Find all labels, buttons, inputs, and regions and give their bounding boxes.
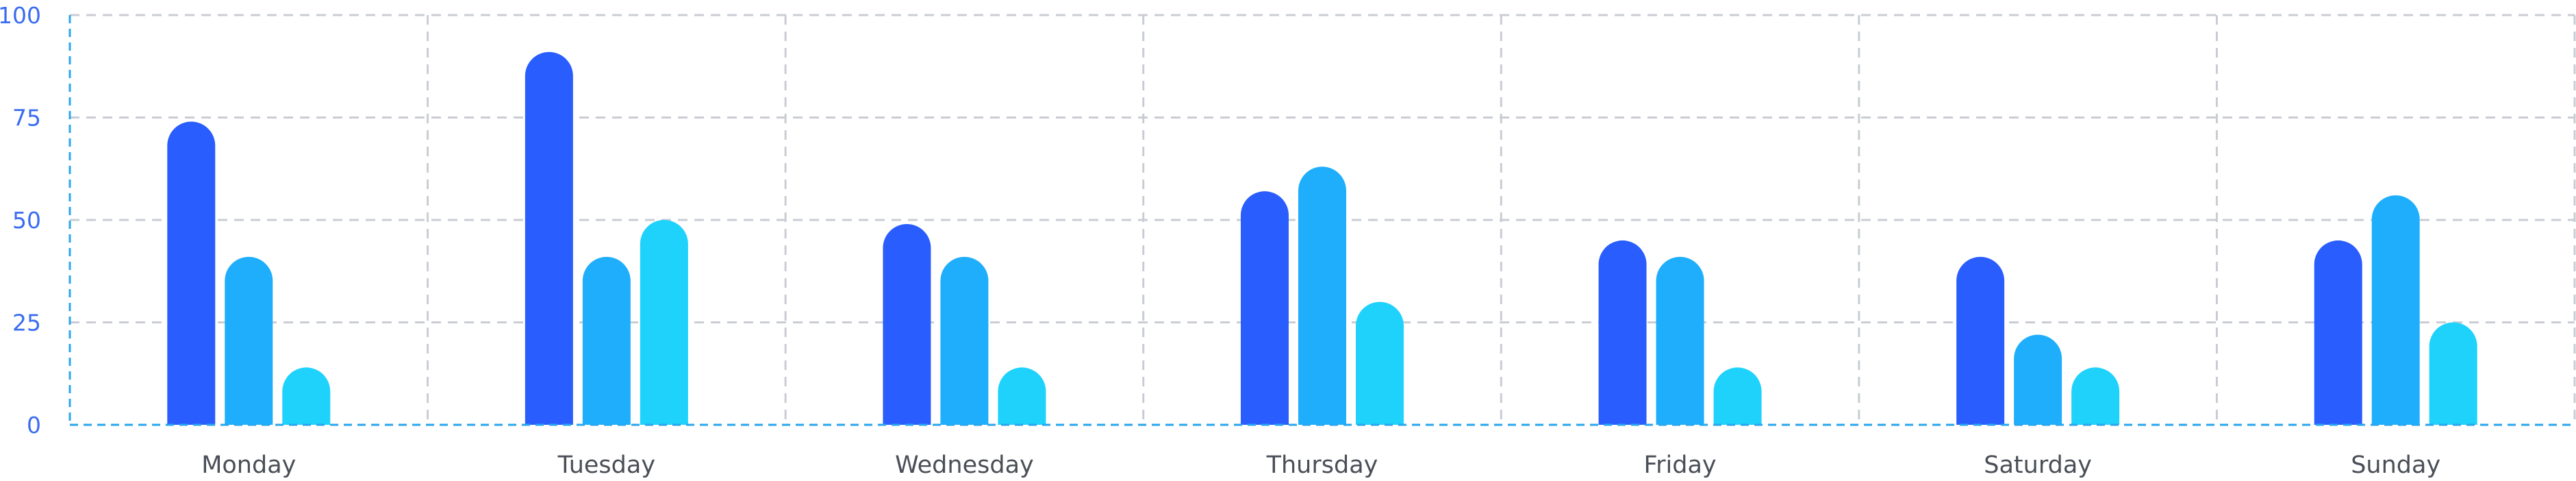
- bar-saturday-series-1: [1956, 256, 2005, 425]
- x-axis-ticks: Monday Tuesday Wednesday Thursday Friday Satu…: [201, 452, 2440, 479]
- x-tick-label: Saturday: [1984, 452, 2092, 479]
- bar-tuesday-series-3: [640, 220, 688, 425]
- bar-sunday-series-3: [2429, 322, 2477, 425]
- y-axis-ticks: 0 25 50 75 100: [0, 2, 41, 439]
- bar-wednesday-series-1: [883, 223, 931, 425]
- bar-friday-series-2: [1656, 256, 1704, 425]
- y-tick-label: 50: [12, 207, 41, 234]
- bar-sunday-series-1: [2314, 240, 2362, 425]
- bar-wednesday-series-3: [998, 367, 1046, 425]
- x-tick-label: Thursday: [1266, 452, 1378, 479]
- x-tick-label: Friday: [1644, 452, 1717, 479]
- axes: [68, 15, 2575, 426]
- bars: [167, 51, 2477, 426]
- x-tick-label: Sunday: [2351, 452, 2440, 479]
- bar-friday-series-3: [1713, 367, 1762, 425]
- bar-tuesday-series-2: [582, 256, 631, 425]
- bar-thursday-series-2: [1298, 166, 1346, 425]
- bar-monday-series-2: [225, 256, 273, 425]
- bar-saturday-series-2: [2014, 334, 2062, 425]
- y-tick-label: 0: [27, 412, 41, 439]
- grid: [70, 14, 2576, 425]
- bar-thursday-series-3: [1356, 301, 1404, 425]
- y-tick-label: 100: [0, 2, 41, 29]
- x-tick-label: Wednesday: [895, 452, 1034, 479]
- bar-saturday-series-3: [2071, 367, 2120, 425]
- x-tick-label: Tuesday: [557, 452, 655, 479]
- bar-sunday-series-2: [2371, 195, 2420, 425]
- bar-monday-series-3: [282, 367, 331, 425]
- bar-friday-series-1: [1598, 240, 1647, 425]
- bar-wednesday-series-2: [940, 256, 989, 425]
- y-tick-label: 25: [12, 310, 41, 336]
- y-tick-label: 75: [12, 105, 41, 132]
- bar-monday-series-1: [167, 121, 216, 426]
- bar-thursday-series-1: [1241, 191, 1289, 425]
- x-tick-label: Monday: [201, 452, 296, 479]
- bar-tuesday-series-1: [525, 51, 573, 425]
